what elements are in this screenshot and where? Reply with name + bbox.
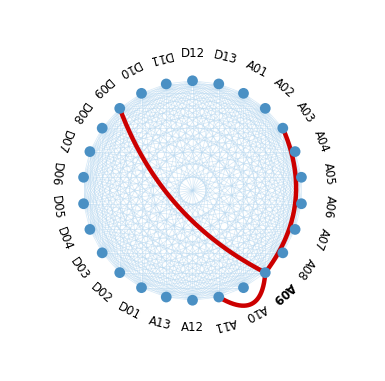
Text: A13: A13	[147, 315, 172, 333]
Point	[298, 174, 305, 180]
Text: D06: D06	[49, 161, 64, 187]
Point	[240, 90, 246, 96]
Point	[262, 270, 268, 276]
Point	[87, 226, 93, 232]
Point	[292, 149, 298, 155]
Text: D04: D04	[54, 226, 75, 253]
Text: D08: D08	[67, 99, 92, 126]
Text: A07: A07	[311, 226, 331, 252]
Point	[99, 125, 105, 131]
Text: D01: D01	[115, 301, 142, 323]
Text: A09: A09	[270, 280, 297, 306]
Text: D05: D05	[49, 194, 64, 220]
Text: A10: A10	[243, 301, 270, 323]
Point	[139, 285, 145, 291]
Text: A01: A01	[243, 58, 270, 80]
Text: A02: A02	[271, 75, 296, 100]
Point	[163, 294, 169, 300]
Point	[189, 78, 196, 84]
Point	[87, 149, 93, 155]
Point	[99, 250, 105, 256]
Text: D12: D12	[181, 47, 204, 60]
Point	[280, 250, 286, 256]
Point	[280, 125, 286, 131]
Text: A11: A11	[213, 315, 238, 333]
Text: D02: D02	[88, 280, 115, 306]
Point	[80, 174, 87, 180]
Point	[189, 297, 196, 303]
Text: A04: A04	[311, 129, 331, 155]
Point	[216, 81, 222, 87]
Point	[292, 226, 298, 232]
Point	[216, 294, 222, 300]
Text: A03: A03	[294, 99, 317, 126]
Point	[117, 270, 123, 276]
Point	[163, 81, 169, 87]
Point	[240, 285, 246, 291]
Point	[117, 105, 123, 111]
Point	[80, 201, 87, 207]
Text: D07: D07	[54, 128, 75, 155]
Point	[262, 105, 268, 111]
Text: A05: A05	[321, 162, 336, 186]
Point	[139, 90, 145, 96]
Text: D09: D09	[88, 75, 115, 101]
Point	[298, 201, 305, 207]
Text: A08: A08	[294, 255, 317, 282]
Text: D11: D11	[146, 48, 173, 67]
Text: A12: A12	[181, 321, 204, 334]
Text: D03: D03	[67, 255, 92, 282]
Text: D13: D13	[212, 48, 239, 67]
Text: D10: D10	[115, 58, 142, 80]
Text: A06: A06	[321, 195, 336, 219]
